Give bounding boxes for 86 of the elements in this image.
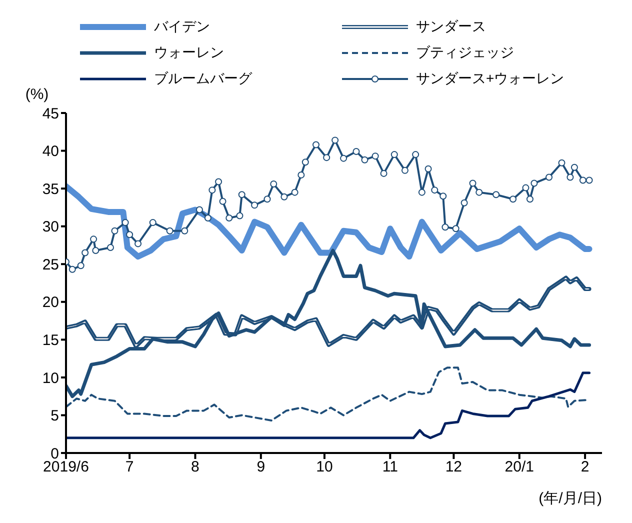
- point: [302, 158, 309, 166]
- point: [236, 212, 244, 220]
- x-tick-label: 10: [316, 458, 333, 476]
- point: [82, 249, 89, 256]
- y-tick-label: 10: [42, 370, 59, 387]
- point: [469, 180, 476, 187]
- point: [312, 141, 320, 148]
- x-tick-label: 8: [191, 458, 200, 476]
- point: [226, 214, 233, 222]
- point: [181, 227, 188, 234]
- point: [219, 198, 226, 205]
- legend-label: ウォーレン: [154, 44, 224, 62]
- point: [452, 225, 460, 232]
- point: [77, 262, 84, 270]
- point: [510, 196, 517, 203]
- point: [492, 191, 500, 198]
- point: [361, 156, 368, 164]
- point: [476, 188, 483, 196]
- point: [280, 193, 288, 200]
- point: [526, 196, 534, 203]
- point: [522, 184, 530, 192]
- point: [238, 191, 246, 198]
- x-axis-title: (年/月/日): [538, 490, 602, 507]
- point: [149, 219, 156, 226]
- point: [68, 266, 76, 273]
- x-tick-label: 20/1: [504, 458, 534, 476]
- point: [530, 180, 538, 187]
- point: [372, 152, 379, 160]
- x-tick-label: 12: [445, 458, 462, 476]
- legend-label: ブルームバーグ: [154, 70, 252, 88]
- point: [558, 159, 566, 166]
- point: [90, 236, 98, 243]
- point: [570, 164, 578, 171]
- point: [566, 174, 574, 181]
- point: [251, 202, 258, 209]
- legend-label: サンダース+ウォーレン: [416, 70, 564, 88]
- y-tick-label: 20: [42, 294, 59, 312]
- point: [215, 178, 222, 186]
- point: [92, 247, 100, 254]
- point: [134, 240, 142, 248]
- y-tick-label: 45: [42, 105, 59, 122]
- point: [111, 227, 118, 234]
- point: [442, 224, 449, 231]
- y-tick-label: 30: [42, 218, 59, 236]
- point: [401, 166, 408, 174]
- point: [390, 151, 398, 158]
- point: [380, 170, 388, 177]
- x-tick-label: 2: [580, 458, 590, 476]
- point: [196, 206, 203, 214]
- y-tick-label: 35: [42, 180, 59, 198]
- x-tick-label: 9: [256, 458, 266, 476]
- point: [418, 188, 426, 196]
- point: [106, 244, 114, 251]
- point: [208, 186, 216, 194]
- point: [332, 136, 339, 144]
- point: [440, 192, 447, 200]
- y-tick-label: 25: [42, 256, 59, 274]
- legend-label: ブティジェッジ: [416, 44, 514, 62]
- y-tick-label: 5: [50, 408, 59, 425]
- y-tick-label: 15: [42, 332, 59, 349]
- point: [340, 154, 348, 162]
- point: [323, 154, 330, 162]
- point: [431, 186, 438, 194]
- x-tick-label: 7: [125, 458, 134, 476]
- point: [291, 188, 298, 196]
- point: [460, 199, 468, 206]
- point: [126, 231, 134, 238]
- point: [204, 214, 212, 222]
- line-series: [66, 248, 592, 398]
- line-series: [66, 372, 591, 440]
- point: [412, 151, 420, 158]
- point: [166, 227, 174, 234]
- point: [546, 174, 553, 181]
- point: [298, 171, 305, 178]
- point: [352, 148, 360, 156]
- point: [586, 176, 593, 184]
- point: [579, 176, 586, 184]
- point: [122, 219, 129, 226]
- legend-label: サンダース: [416, 18, 486, 36]
- legend-label: バイデン: [154, 18, 210, 36]
- x-tick-label: 11: [382, 458, 398, 476]
- y-tick-label: 40: [42, 143, 59, 160]
- point: [264, 196, 271, 203]
- point: [270, 180, 278, 188]
- point: [424, 165, 432, 172]
- y-axis-title: (%): [25, 86, 49, 103]
